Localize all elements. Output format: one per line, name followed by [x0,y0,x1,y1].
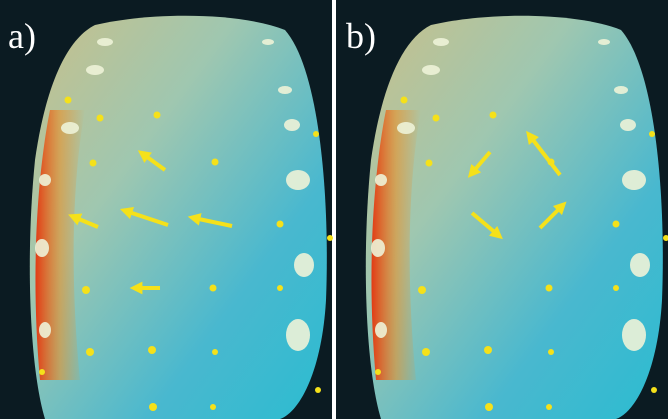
figure: a) b) [0,0,668,419]
panel-label: b) [346,16,376,56]
panel-a-image [0,0,333,419]
panel-b-image [336,0,668,419]
panel-label: a) [8,16,36,56]
